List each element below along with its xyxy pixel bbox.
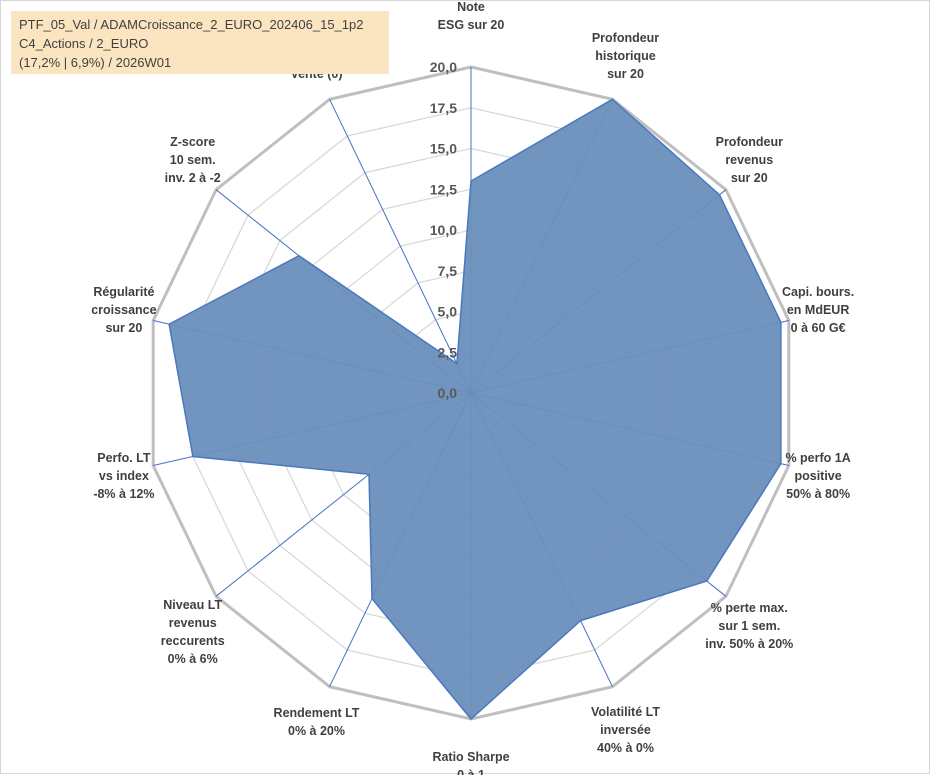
axis-label-line: vs index [99, 469, 149, 483]
axis-label-line: -8% à 12% [93, 487, 154, 501]
axis-label: Perfo. LT vs index -8% à 12% [93, 451, 154, 501]
axis-label-line: Z-score [170, 135, 215, 149]
portfolio-info-box: PTF_05_Val / ADAMCroissance_2_EURO_20240… [11, 11, 389, 74]
axis-label: % perfo 1A positive 50% à 80% [785, 451, 850, 501]
axis-label: Volatilité LT inversée 40% à 0% [591, 705, 660, 755]
axis-label: Ratio Sharpe 0 à 1 [432, 750, 509, 775]
axis-label-line: revenus [725, 153, 773, 167]
axis-label-line: Perfo. LT [97, 451, 151, 465]
axis-label-line: Volatilité LT [591, 705, 660, 719]
tick-label: 0,0 [438, 385, 458, 401]
axis-label-line: % perte max. [711, 601, 788, 615]
axis-label: Capi. bours. en MdEUR 0 à 60 G€ [782, 285, 854, 335]
tick-label: 20,0 [430, 59, 457, 75]
axis-label-line: en MdEUR [787, 303, 850, 317]
axis-label-line: inv. 2 à -2 [165, 171, 221, 185]
axis-label-line: Profondeur [592, 31, 659, 45]
axis-label-line: inversée [600, 723, 651, 737]
axis-label-line: 50% à 80% [786, 487, 850, 501]
axis-label-line: Rendement LT [274, 706, 360, 720]
axis-label-line: revenus [169, 616, 217, 630]
axis-label-line: historique [595, 49, 655, 63]
tick-label: 5,0 [438, 304, 458, 320]
info-line-2: C4_Actions / 2_EURO [19, 36, 149, 51]
axis-label-line: Ratio Sharpe [432, 750, 509, 764]
axis-label: Profondeur revenus sur 20 [716, 135, 783, 185]
axis-label-line: 0 à 60 G€ [791, 321, 846, 335]
axis-label-line: reccurents [161, 634, 225, 648]
axis-label-line: 0% à 6% [168, 652, 218, 666]
axis-label-line: croissance [91, 303, 156, 317]
axis-label-line: 40% à 0% [597, 741, 654, 755]
axis-label-line: Note [457, 1, 485, 14]
axis-label-line: Capi. bours. [782, 285, 854, 299]
axis-label-line: % perfo 1A [785, 451, 850, 465]
axis-label-line: sur 1 sem. [718, 619, 780, 633]
axis-label-line: Niveau LT [163, 598, 222, 612]
axis-label-line: 10 sem. [170, 153, 216, 167]
radar-spoke [329, 99, 472, 394]
tick-label: 12,5 [430, 181, 457, 197]
axis-label-line: ESG sur 20 [438, 18, 505, 32]
axis-label-line: sur 20 [607, 67, 644, 81]
axis-label-line: 0% à 20% [288, 724, 345, 738]
axis-label-line: Régularité [93, 285, 154, 299]
axis-label-line: positive [794, 469, 841, 483]
tick-label: 10,0 [430, 222, 457, 238]
tick-label: 2,5 [438, 344, 458, 360]
axis-label: Z-score 10 sem. inv. 2 à -2 [165, 135, 221, 185]
axis-label: Profondeur historique sur 20 [592, 31, 659, 81]
axis-label: Note ESG sur 20 [438, 1, 505, 32]
axis-label: % perte max. sur 1 sem. inv. 50% à 20% [705, 601, 793, 651]
tick-label: 7,5 [438, 263, 458, 279]
radar-tick-labels: 0,0 2,5 5,0 7,5 10,0 12,5 15,0 17,5 20,0 [430, 59, 457, 401]
axis-label-line: Profondeur [716, 135, 783, 149]
axis-label-line: inv. 50% à 20% [705, 637, 793, 651]
radar-series [168, 98, 782, 721]
info-line-3: (17,2% | 6,9%) / 2026W01 [19, 55, 172, 70]
axis-label-line: sur 20 [731, 171, 768, 185]
axis-label-line: sur 20 [105, 321, 142, 335]
info-line-1: PTF_05_Val / ADAMCroissance_2_EURO_20240… [19, 17, 364, 32]
axis-label: Régularité croissance sur 20 [91, 285, 156, 335]
tick-label: 17,5 [430, 100, 457, 116]
axis-label-line: 0 à 1 [457, 768, 485, 775]
axis-label: Niveau LT revenus reccurents 0% à 6% [161, 598, 225, 666]
tick-label: 15,0 [430, 141, 457, 157]
axis-label: Rendement LT 0% à 20% [274, 706, 360, 738]
